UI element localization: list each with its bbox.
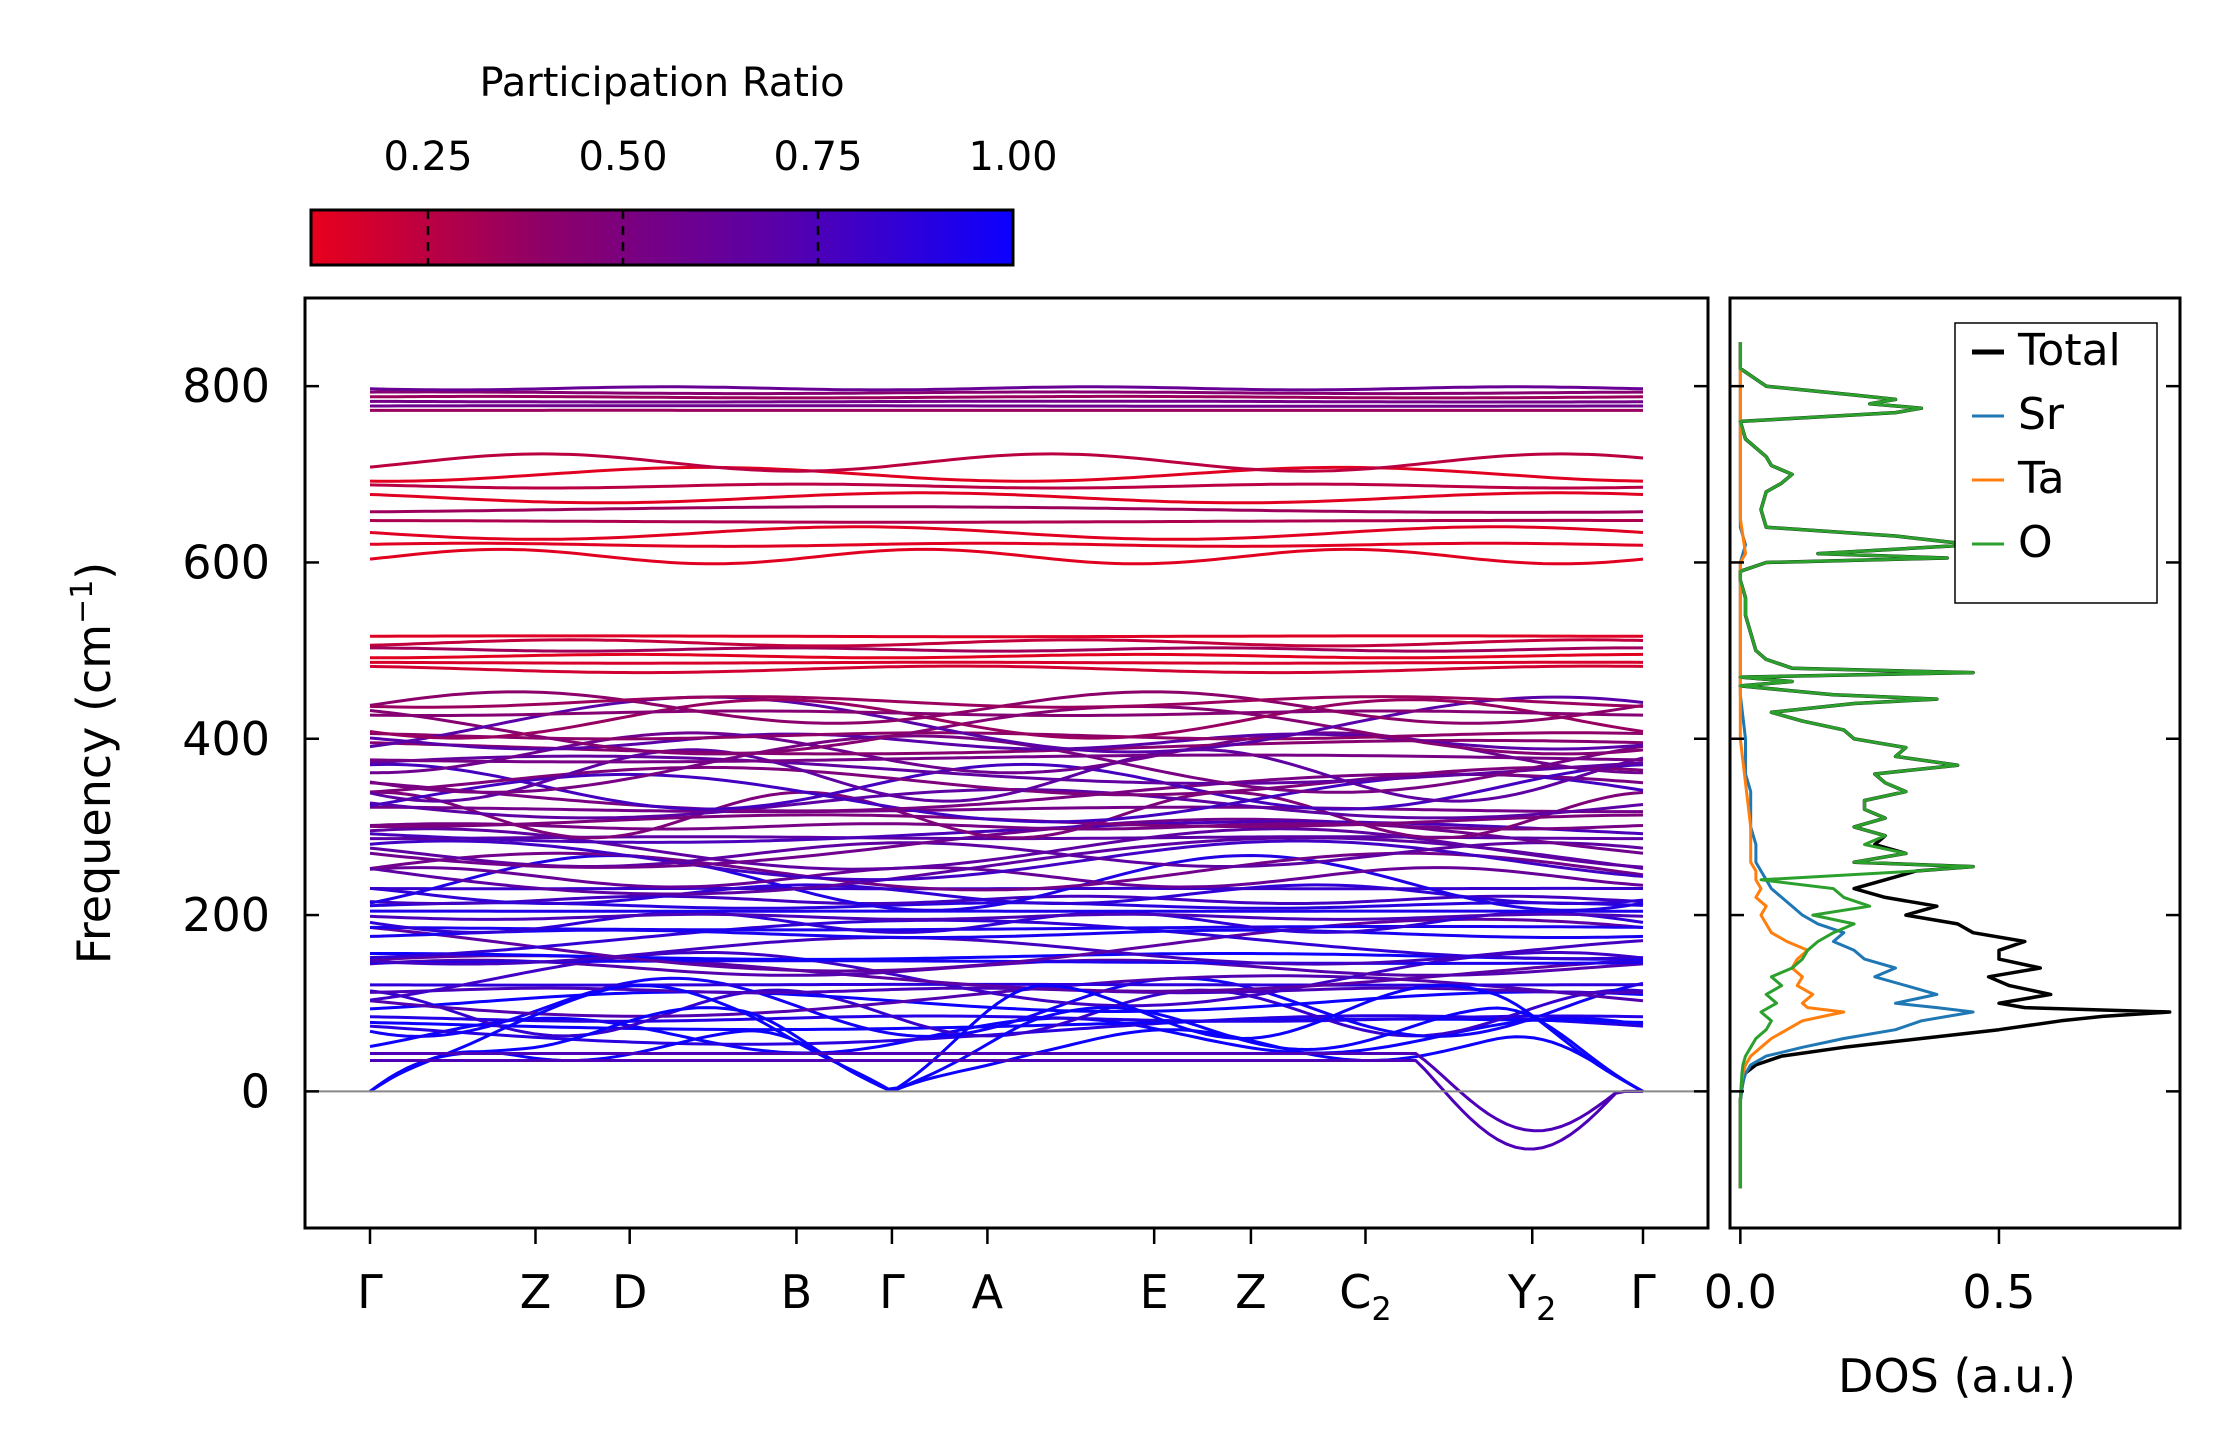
- dos-x-tick-label: 0.5: [1962, 1265, 2035, 1319]
- phonon-band: [369, 854, 1644, 912]
- phonon-band: [369, 525, 1644, 541]
- phonon-band: [369, 664, 1644, 675]
- phonon-band: [369, 452, 1644, 473]
- dos-x-tick-label: 0.0: [1704, 1265, 1777, 1319]
- y-axis-title: Frequency (cm−1): [65, 562, 121, 965]
- phonon-band: [369, 936, 1644, 966]
- phonon-band: [369, 753, 1644, 764]
- band-structure-plot: 0 200 400 600 800 Γ Z D B Γ A E Z C2 Y2 Γ Frequency (cm…: [65, 296, 1710, 1328]
- phonon-band: [370, 634, 1643, 639]
- phonon-band: [369, 465, 1644, 483]
- phonon-band: [369, 790, 1644, 840]
- phonon-band: [369, 817, 1644, 869]
- phonon-band: [369, 709, 1644, 717]
- phonon-band: [369, 1006, 1644, 1093]
- colorbar-tick-label: 1.00: [968, 134, 1057, 180]
- dos-plot-frame: [1728, 296, 2182, 1230]
- k-point-label: Γ: [357, 1265, 383, 1319]
- legend-box: [1954, 322, 2158, 604]
- phonon-band: [369, 482, 1644, 490]
- k-point-label: Γ: [1630, 1265, 1656, 1319]
- k-point-label: Z: [520, 1265, 552, 1319]
- dos-legend: Total Sr Ta O: [1954, 322, 2158, 604]
- phonon-band: [369, 754, 1644, 785]
- phonon-band: [369, 822, 1644, 831]
- phonon-band: [369, 731, 1644, 741]
- dos-series-o: [1738, 342, 1975, 1189]
- dos-plot: 0.0 0.5 DOS (a.u.) Total Sr Ta O: [1704, 296, 2182, 1403]
- phonon-band: [369, 518, 1643, 524]
- phonon-band: [369, 912, 1644, 921]
- k-point-label: C2: [1339, 1265, 1391, 1328]
- y-tick-label: 0: [241, 1064, 270, 1118]
- phonon-band: [370, 652, 1644, 660]
- phonon-band: [369, 638, 1644, 648]
- k-point-label: A: [972, 1265, 1004, 1319]
- k-point-label: B: [781, 1265, 813, 1319]
- phonon-band: [369, 705, 1644, 756]
- y-tick-label: 400: [182, 712, 270, 766]
- legend-label: Sr: [2018, 389, 2065, 440]
- phonon-band: [369, 491, 1644, 505]
- k-point-label: Γ: [879, 1265, 905, 1319]
- phonon-band: [370, 394, 1644, 400]
- k-point-label: E: [1140, 1265, 1169, 1319]
- colorbar-tick-label: 0.50: [578, 134, 667, 180]
- phonon-band: [369, 748, 1644, 803]
- colorbar-title: Participation Ratio: [479, 60, 844, 106]
- y-tick-label: 800: [182, 359, 270, 413]
- phonon-band: [369, 390, 1643, 396]
- colorbar-tick-label: 0.75: [773, 134, 862, 180]
- phonon-band: [369, 917, 1644, 973]
- legend-label: Total: [2017, 325, 2121, 376]
- phonon-band: [369, 732, 1644, 751]
- phonon-band: [370, 925, 1644, 932]
- phonon-band: [369, 984, 1644, 1093]
- y-tick-label: 200: [182, 888, 270, 942]
- dos-x-axis-title: DOS (a.u.): [1838, 1349, 2076, 1403]
- dos-series-sr: [1738, 342, 1975, 1189]
- phonon-band: [369, 765, 1644, 797]
- colorbar: Participation Ratio 0.25 0.50 0.75 1.00: [309, 60, 1058, 267]
- legend-label: O: [2018, 517, 2053, 568]
- phonon-band: [369, 911, 1644, 934]
- phonon-band: [369, 541, 1644, 548]
- phonon-band: [370, 952, 1643, 961]
- phonon-band: [369, 851, 1644, 892]
- phonon-band: [370, 1059, 1643, 1151]
- phonon-band: [369, 928, 1644, 939]
- phonon-band: [369, 1014, 1644, 1023]
- phonon-band: [370, 399, 1643, 404]
- phonon-band: [370, 646, 1643, 653]
- colorbar-tick-label: 0.25: [383, 134, 472, 180]
- phonon-band: [369, 772, 1644, 813]
- legend-label: Ta: [2017, 453, 2065, 504]
- phonon-band: [369, 695, 1644, 709]
- phonon-band: [370, 1052, 1643, 1133]
- phonon-band: [370, 404, 1643, 408]
- phonon-band: [369, 1016, 1644, 1055]
- dos-series-ta: [1738, 342, 1846, 1189]
- phonon-band: [369, 698, 1644, 740]
- phonon-band: [369, 695, 1644, 754]
- phonon-band: [369, 827, 1644, 871]
- k-point-label: D: [612, 1265, 647, 1319]
- phonon-band: [369, 820, 1644, 844]
- k-point-label: Y2: [1507, 1265, 1556, 1328]
- y-tick-label: 600: [182, 535, 270, 589]
- phonon-band: [370, 660, 1644, 665]
- phonon-band: [369, 836, 1644, 896]
- k-point-label: Z: [1235, 1265, 1267, 1319]
- phonon-band: [369, 990, 1644, 1013]
- band-plot-frame: [303, 296, 1710, 1230]
- phonon-band: [369, 547, 1644, 566]
- phonon-band: [369, 894, 1644, 905]
- phonon-band: [370, 805, 1643, 814]
- colorbar-gradient: [309, 208, 1015, 267]
- phonon-band: [370, 505, 1644, 514]
- phonon-band: [369, 385, 1644, 392]
- phonon-band: [369, 974, 1644, 1018]
